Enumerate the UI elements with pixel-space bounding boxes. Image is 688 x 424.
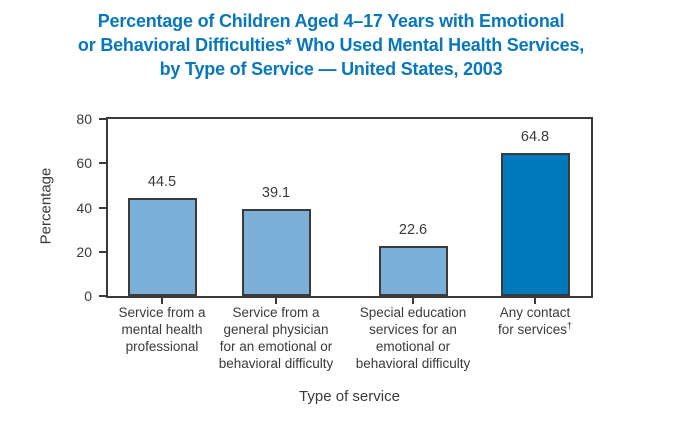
x-category-label-line: Any contact [499, 305, 571, 320]
y-tick-label: 40 [76, 200, 92, 216]
dagger-footnote-marker: † [567, 320, 573, 331]
bar [242, 209, 311, 296]
y-tick-label: 0 [84, 288, 92, 304]
x-category-label-line: mental health [121, 322, 203, 337]
y-axis-title: Percentage [37, 167, 55, 245]
x-category-label: Service from a mental health professional [86, 304, 238, 355]
bar-value-label: 39.1 [261, 185, 291, 201]
x-category-label: Any contact for services† [459, 304, 611, 338]
x-axis-tick [534, 298, 536, 304]
x-category-label-line: Service from a [232, 305, 320, 320]
x-category-label-line: emotional or [375, 339, 451, 354]
x-category-label-line: for an emotional or [219, 339, 333, 354]
chart-title: Percentage of Children Aged 4–17 Years w… [0, 9, 662, 81]
chart-title-line-1: Percentage of Children Aged 4–17 Years w… [97, 11, 565, 31]
chart-title-line-3: by Type of Service — United States, 2003 [159, 59, 503, 79]
x-category-label: Service from a general physician for an em… [200, 304, 352, 372]
x-category-label: Special education services for an emotiona… [337, 304, 489, 372]
x-axis-tick [412, 298, 414, 304]
x-category-label-line: Service from a [118, 305, 206, 320]
bar-value-label: 64.8 [520, 129, 550, 145]
y-tick-label: 60 [76, 155, 92, 171]
y-axis-tick [99, 162, 107, 164]
x-category-label-line: general physician [223, 322, 329, 337]
bar-value-label: 22.6 [398, 222, 428, 238]
x-category-label-line: services for an [369, 322, 457, 337]
chart-title-line-2: or Behavioral Difficulties* Who Used Men… [77, 35, 585, 55]
x-category-label-line: Special education [359, 305, 467, 320]
y-axis-tick [99, 295, 107, 297]
x-category-label-line: behavioral difficulty [218, 356, 334, 371]
bar [128, 198, 197, 296]
y-axis-tick [99, 118, 107, 120]
bar [501, 153, 570, 296]
y-axis-tick [99, 207, 107, 209]
x-axis-title: Type of service [299, 388, 400, 405]
y-axis-tick [99, 251, 107, 253]
y-tick-label: 80 [76, 111, 92, 127]
x-category-label-line: for services† [497, 320, 573, 337]
bar [379, 246, 448, 296]
bar-value-label: 44.5 [147, 174, 177, 190]
x-axis-tick [161, 298, 163, 304]
x-category-label-line: behavioral difficulty [355, 356, 471, 371]
x-axis-tick [275, 298, 277, 304]
x-category-label-line: professional [125, 339, 199, 354]
y-tick-label: 20 [76, 244, 92, 260]
